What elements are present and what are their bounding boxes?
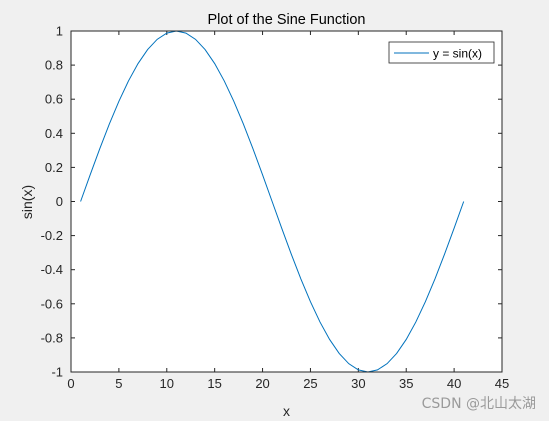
x-tick-label: 25: [303, 376, 317, 391]
y-axis-label: sin(x): [19, 185, 35, 219]
y-tick-label: -0.2: [41, 228, 63, 243]
legend-entry-label: y = sin(x): [433, 47, 482, 61]
series-lines: [80, 30, 465, 373]
x-tick-label: 35: [399, 376, 413, 391]
plot-frame: [70, 30, 503, 373]
legend[interactable]: y = sin(x): [388, 41, 495, 64]
x-tick-label: 0: [67, 376, 74, 391]
y-tick-label: 0.6: [45, 92, 63, 107]
chart-title: Plot of the Sine Function: [208, 12, 366, 28]
y-tick-label: 0.2: [45, 160, 63, 175]
x-tick-label: 15: [207, 376, 221, 391]
tick-labels: 0 5 10 15 20 25 30 35 40 45 -1 -0.8 -0.6 -0.4 -0.2 0 0.2…: [41, 24, 510, 392]
x-tick-label: 5: [115, 376, 122, 391]
y-tick-label: 0: [56, 194, 63, 209]
plot-area: [71, 31, 502, 372]
y-tick-label: -0.6: [41, 296, 63, 311]
x-tick-label: 10: [160, 376, 174, 391]
y-tick-label: 0.8: [45, 58, 63, 73]
watermark-text: CSDN @北山太湖: [422, 396, 536, 412]
x-tick-label: 20: [255, 376, 269, 391]
legend-box: [388, 41, 495, 64]
x-tick-label: 45: [495, 376, 509, 391]
y-tick-label: 1: [56, 24, 63, 39]
x-tick-label: 30: [351, 376, 365, 391]
x-axis-label: x: [283, 403, 290, 419]
y-tick-label: -1: [51, 365, 63, 380]
series-line-sine: [80, 30, 465, 373]
x-tick-label: 40: [447, 376, 461, 391]
y-tick-label: -0.4: [41, 262, 63, 277]
y-tick-label: 0.4: [45, 126, 63, 141]
y-tick-label: -0.8: [41, 330, 63, 345]
